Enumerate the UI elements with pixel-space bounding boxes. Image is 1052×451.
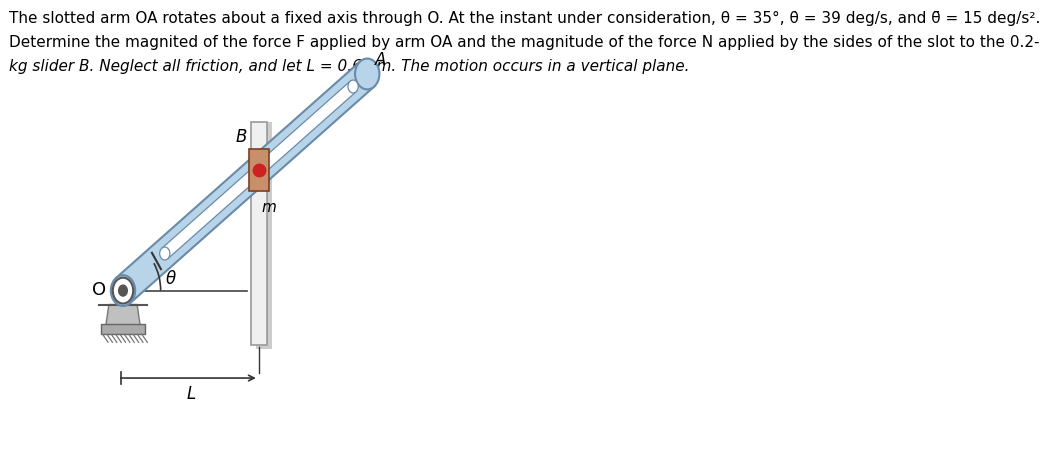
- Text: O: O: [92, 280, 106, 298]
- Bar: [248, 150, 269, 192]
- Polygon shape: [106, 305, 140, 327]
- Text: kg slider B. Neglect all friction, and let L = 0.68 m. The motion occurs in a ve: kg slider B. Neglect all friction, and l…: [9, 59, 690, 74]
- Text: m: m: [262, 200, 277, 215]
- Polygon shape: [162, 82, 356, 259]
- Ellipse shape: [110, 276, 135, 306]
- Text: The slotted arm OA rotates about a fixed axis through O. At the instant under co: The slotted arm OA rotates about a fixed…: [9, 11, 1040, 26]
- Text: Determine the magnited of the force F applied by arm OA and the magnitude of the: Determine the magnited of the force F ap…: [9, 35, 1039, 50]
- Ellipse shape: [356, 60, 380, 90]
- Bar: [250, 122, 266, 345]
- Circle shape: [119, 285, 127, 296]
- Polygon shape: [116, 62, 375, 304]
- Text: θ: θ: [165, 269, 176, 287]
- Bar: [257, 122, 272, 350]
- Ellipse shape: [348, 81, 358, 94]
- Ellipse shape: [160, 248, 169, 260]
- Text: B: B: [236, 128, 247, 146]
- Bar: [101, 325, 145, 335]
- Text: A: A: [376, 51, 386, 69]
- Text: L: L: [186, 384, 196, 402]
- Circle shape: [113, 278, 134, 304]
